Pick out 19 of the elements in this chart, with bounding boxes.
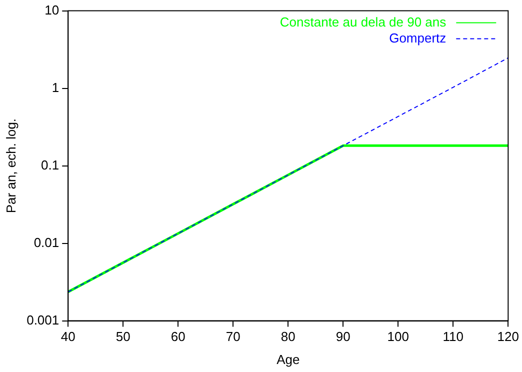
legend-label: Gompertz — [389, 30, 446, 46]
x-tick-label: 50 — [116, 329, 130, 344]
line-series — [68, 57, 508, 292]
x-tick-label: 100 — [387, 329, 409, 344]
x-tick-label: 80 — [280, 329, 296, 344]
x-tick-label: 120 — [497, 329, 520, 344]
y-tick-label: 10 — [44, 2, 60, 18]
y-tick-label: 0.1 — [41, 157, 60, 172]
x-axis-title: Age — [276, 352, 300, 367]
legend-label: Constante au dela de 90 ans — [280, 14, 447, 30]
x-tick-label: 60 — [170, 329, 186, 344]
x-tick-label: 70 — [226, 329, 240, 344]
x-tick-label: 110 — [442, 329, 464, 344]
x-tick-label: 90 — [336, 329, 350, 344]
x-tick-label: 40 — [60, 329, 76, 344]
y-axis-title: Par an, ech. log. — [3, 118, 18, 214]
y-tick-label: 0.01 — [34, 234, 60, 250]
y-tick-label: 0.001 — [26, 312, 60, 328]
y-tick-label: 1 — [52, 80, 60, 95]
